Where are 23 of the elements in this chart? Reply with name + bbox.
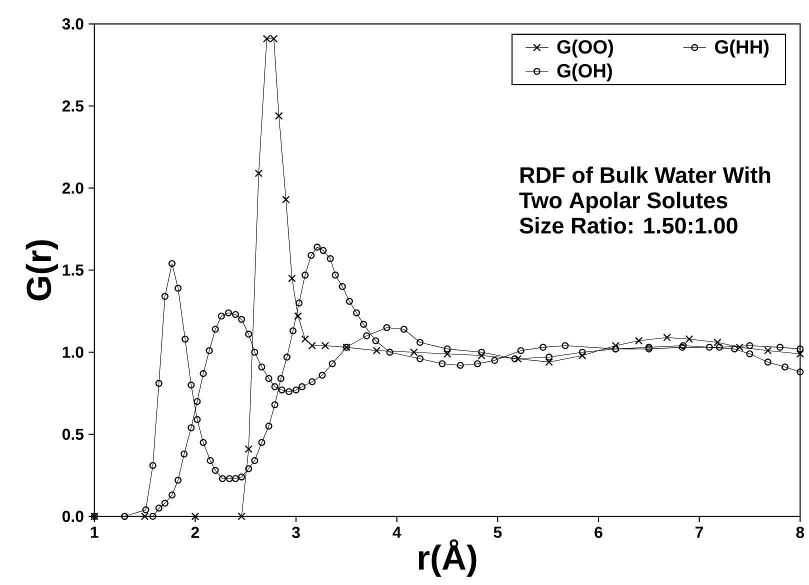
y-tick-label: 1.0 [62, 346, 84, 358]
y-tick-label: 1.5 [62, 264, 84, 276]
legend-label: G(OH) [557, 63, 612, 82]
x-axis-title: r(Å) [418, 539, 476, 577]
x-tick-label: 6 [594, 526, 602, 538]
y-tick-label: 2.0 [62, 182, 84, 194]
x-tick-label: 4 [392, 526, 402, 538]
y-tick-label: 2.5 [62, 100, 84, 112]
x-tick-label: 8 [796, 526, 804, 538]
x-tick-label: 7 [696, 526, 704, 538]
legend-label: G(OO) [557, 40, 613, 58]
x-tick-label: 2 [191, 526, 199, 538]
y-axis-title: G(r) [26, 240, 58, 300]
legend-label: G(HH) [715, 40, 769, 58]
annotation: Two Apolar Solutes [519, 192, 728, 213]
annotation: Size Ratio: 1.50:1.00 [520, 216, 738, 234]
annotation: RDF of Bulk Water With [520, 166, 770, 184]
y-tick-label: 0.0 [62, 510, 84, 522]
x-tick-label: 1 [90, 526, 98, 538]
x-tick-label: 5 [494, 526, 502, 538]
y-tick-label: 0.5 [62, 428, 84, 440]
y-tick-label: 3.0 [62, 18, 84, 30]
x-tick-label: 3 [292, 526, 300, 538]
